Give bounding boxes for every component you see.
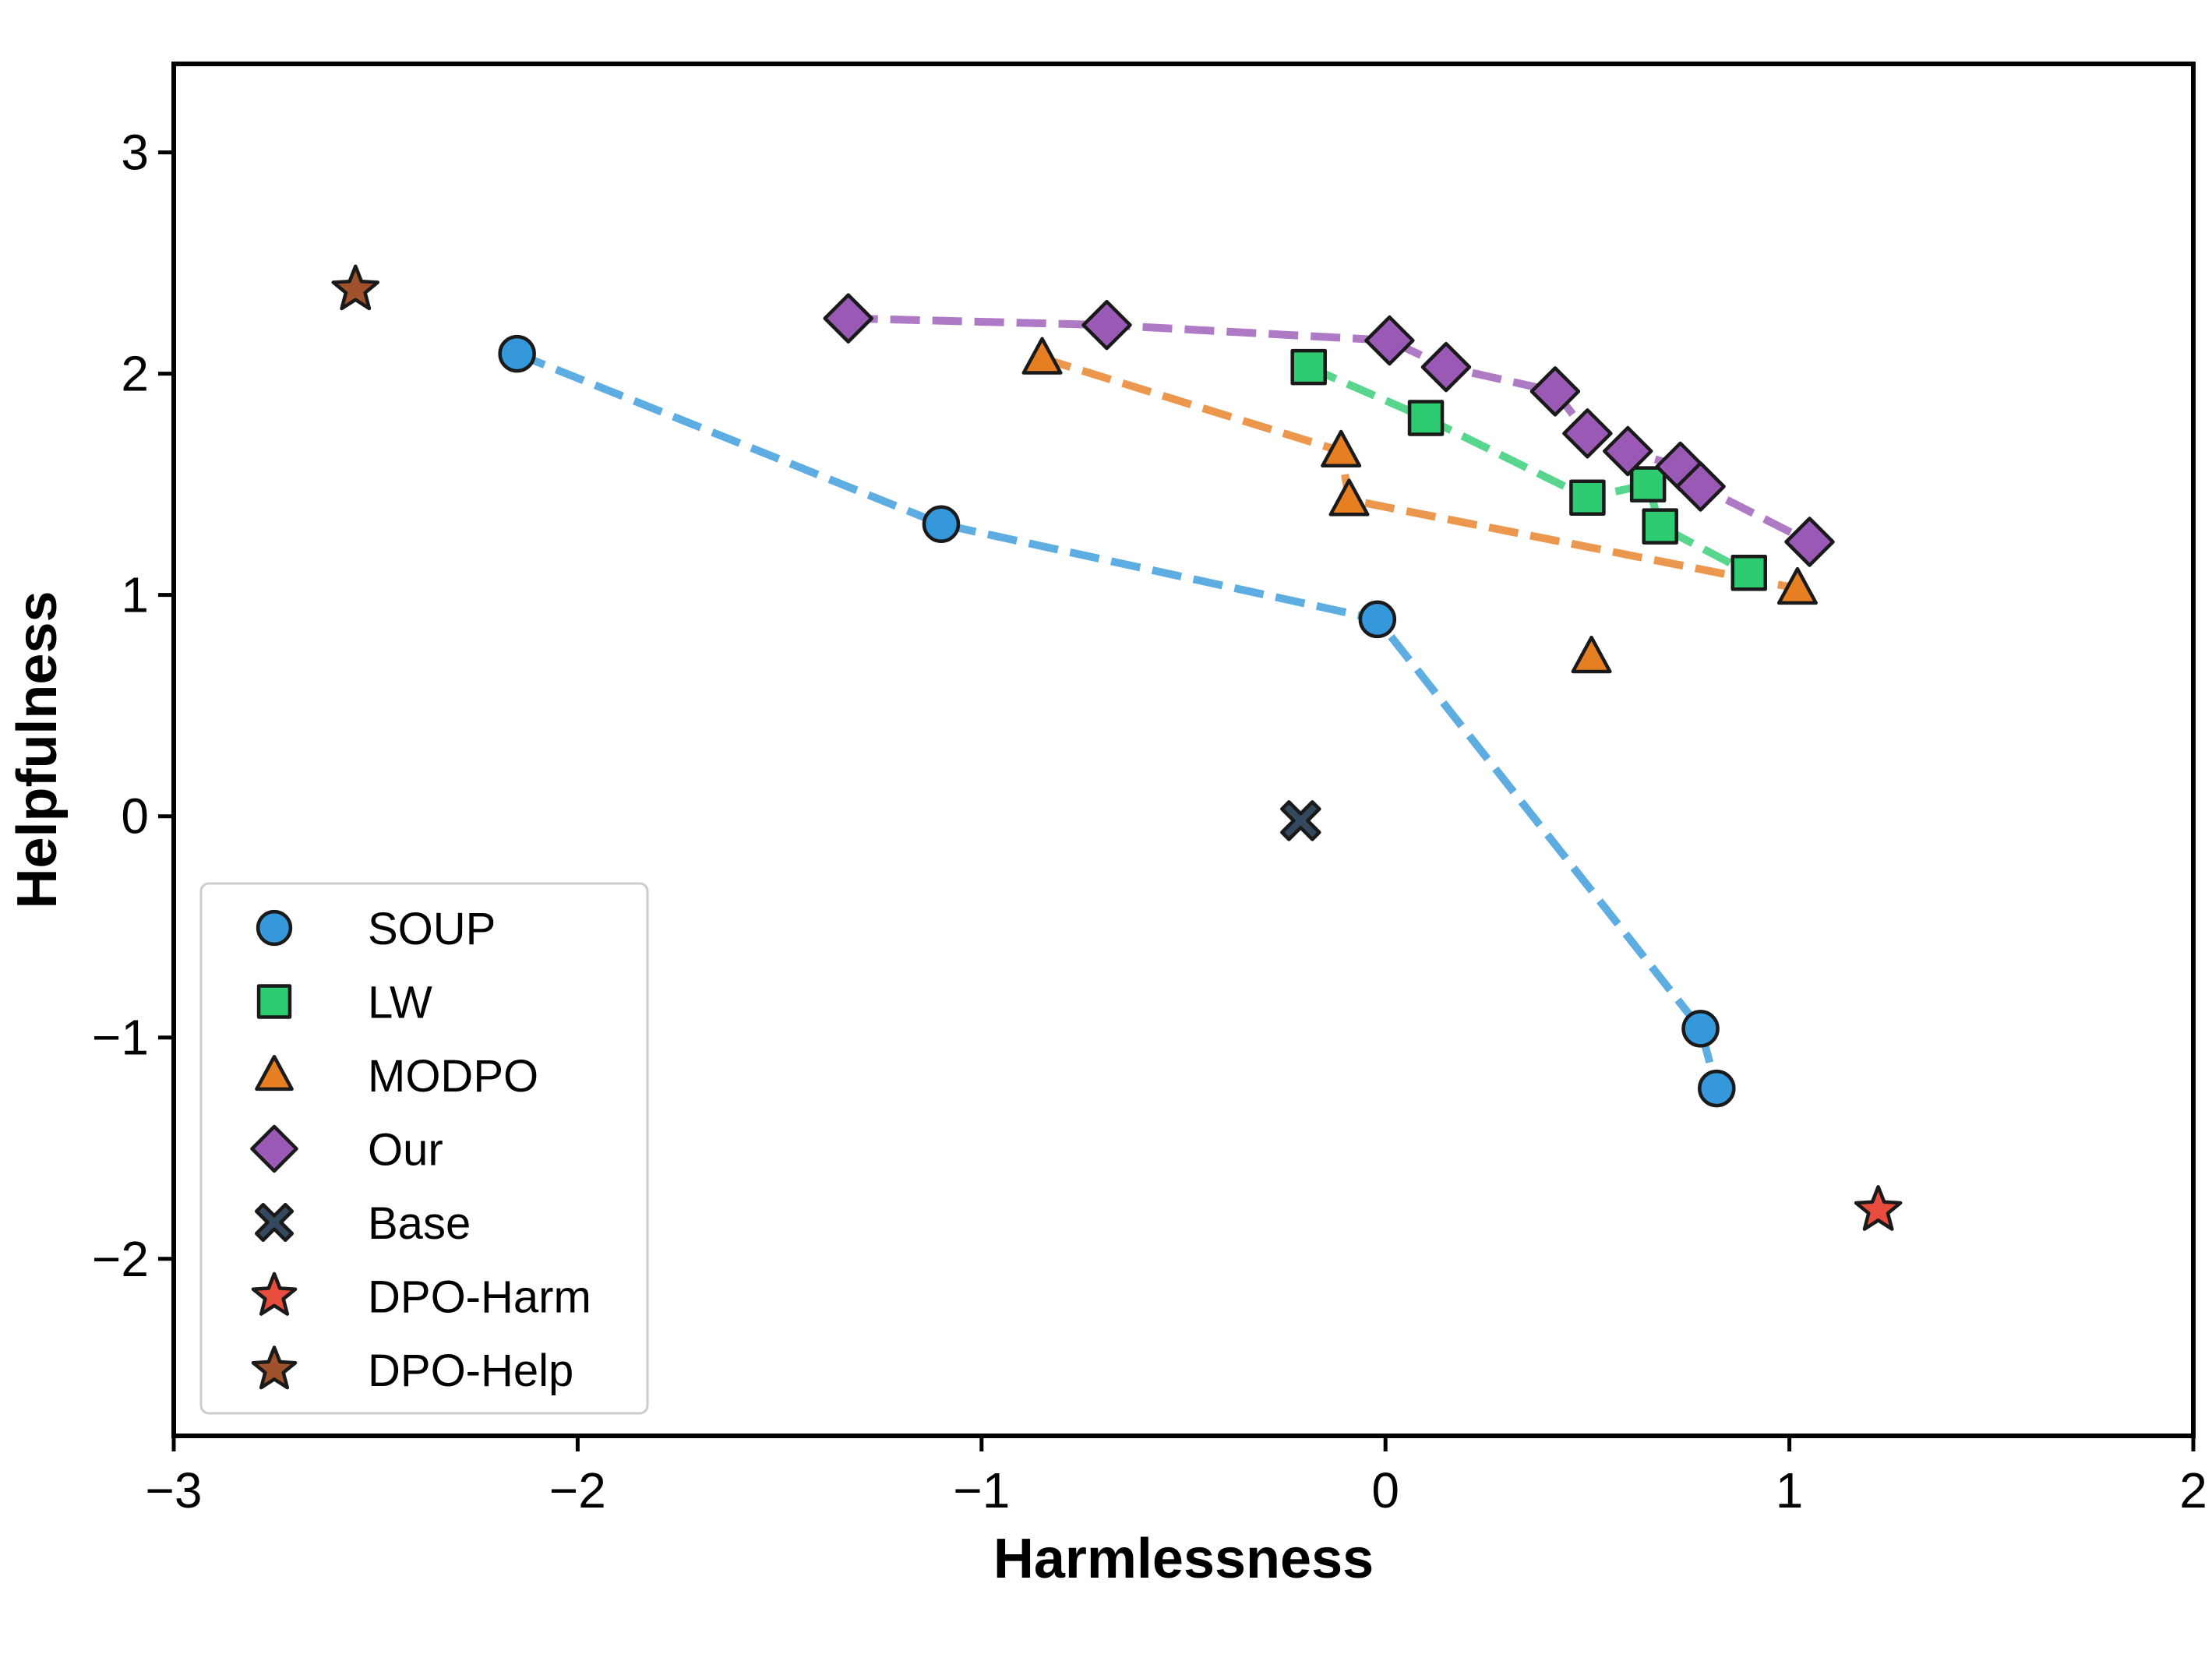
legend-item-lw: LW	[256, 978, 432, 1028]
legend: SOUP LW MODPO Our Base DPO-Harm DPO-Help	[199, 882, 649, 1415]
point-lw	[1569, 479, 1606, 516]
legend-label-base: Base	[368, 1198, 471, 1249]
x-tick-label: −2	[549, 1462, 606, 1518]
point-our	[1529, 366, 1581, 417]
legend-marker-lw	[256, 984, 292, 1019]
point-lw	[1629, 466, 1667, 503]
x-tick-label: −1	[953, 1462, 1010, 1518]
legend-item-modpo: MODPO	[255, 1051, 538, 1102]
legend-marker-dpo-help	[251, 1345, 298, 1390]
legend-item-dpo-help: DPO-Help	[251, 1345, 573, 1396]
legend-item-our: Our	[250, 1124, 443, 1176]
point-lw	[1290, 348, 1327, 386]
point-soup	[1358, 600, 1397, 639]
legend-label-soup: SOUP	[368, 904, 496, 954]
point-modpo	[1571, 635, 1612, 674]
legend-label-dpo-harm: DPO-Harm	[368, 1272, 591, 1323]
x-axis-title: Harmlessness	[993, 1528, 1374, 1590]
point-modpo	[1328, 478, 1370, 517]
legend-box	[199, 882, 649, 1415]
legend-marker-soup	[256, 909, 293, 947]
legend-item-dpo-harm: DPO-Harm	[251, 1271, 591, 1323]
legend-marker-our	[250, 1124, 298, 1173]
x-tick-label: 1	[1776, 1462, 1804, 1518]
legend-items: SOUP LW MODPO Our Base DPO-Harm DPO-Help	[250, 904, 591, 1396]
y-axis-title: Helpfulness	[6, 591, 69, 908]
point-soup	[1698, 1069, 1736, 1108]
point-soup	[498, 334, 536, 373]
y-tick-label: 3	[121, 125, 149, 181]
point-our	[1420, 341, 1472, 393]
point-modpo	[1321, 429, 1362, 468]
point-our	[1675, 461, 1726, 512]
series-line-our	[848, 314, 1812, 545]
y-tick-label: 1	[121, 567, 149, 623]
x-tick-label: 0	[1371, 1462, 1399, 1518]
point-base	[1280, 800, 1321, 841]
series-lines	[515, 314, 1812, 1090]
axis-ticks: −3 −2 −1 0 1 2 −2 −1 0 1 2 3	[92, 125, 2207, 1518]
y-tick-label: 0	[121, 788, 149, 845]
point-lw	[1730, 555, 1768, 591]
point-modpo	[1021, 337, 1063, 375]
x-tick-label: 2	[2179, 1462, 2207, 1518]
legend-marker-dpo-harm	[251, 1271, 298, 1316]
point-our	[1602, 425, 1653, 477]
point-our	[1562, 408, 1613, 459]
point-our	[1784, 517, 1835, 567]
legend-item-soup: SOUP	[256, 904, 496, 954]
point-our	[823, 293, 873, 344]
legend-label-lw: LW	[368, 978, 432, 1028]
point-dpo-harm	[1854, 1185, 1903, 1231]
plot-frame	[171, 62, 2196, 1438]
point-lw	[1642, 508, 1678, 545]
point-soup	[922, 505, 961, 544]
legend-item-base: Base	[254, 1198, 471, 1249]
point-soup	[1681, 1010, 1720, 1048]
point-our	[1081, 299, 1132, 351]
point-modpo	[1776, 566, 1818, 605]
x-tick-label: −3	[146, 1462, 203, 1518]
series-points	[331, 264, 1903, 1231]
y-tick-label: −2	[92, 1231, 149, 1287]
legend-label-dpo-help: DPO-Help	[368, 1345, 573, 1396]
point-lw	[1407, 400, 1445, 436]
y-tick-label: 2	[121, 346, 149, 402]
series-line-modpo	[1041, 354, 1798, 593]
y-tick-label: −1	[92, 1010, 149, 1066]
series-line-soup	[515, 350, 1721, 1090]
point-dpo-help	[331, 264, 380, 311]
legend-label-our: Our	[368, 1125, 443, 1176]
point-our	[1364, 315, 1415, 366]
legend-label-modpo: MODPO	[368, 1051, 538, 1102]
legend-marker-base	[254, 1202, 295, 1243]
legend-marker-modpo	[255, 1055, 294, 1091]
